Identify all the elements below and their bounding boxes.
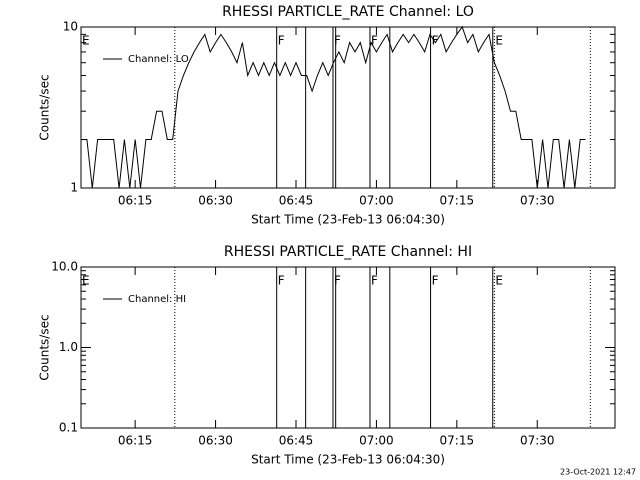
y-axis-label: Counts/sec	[38, 74, 52, 140]
x-tick-label: 07:30	[520, 434, 555, 448]
x-tick-label: 07:30	[520, 194, 555, 208]
y-tick-label: 1.0	[59, 340, 78, 354]
x-tick-label: 06:15	[118, 194, 153, 208]
x-tick-label: 07:15	[440, 194, 475, 208]
event-label: E	[82, 274, 90, 288]
event-label: F	[278, 34, 285, 48]
y-tick-label: 10.0	[51, 260, 78, 274]
x-tick-label: 07:15	[440, 434, 475, 448]
y-tick-label: 0.1	[59, 421, 78, 435]
event-label: F	[371, 274, 378, 288]
data-line	[81, 25, 586, 189]
x-tick-label: 06:45	[279, 194, 314, 208]
y-axis-label: Counts/sec	[38, 314, 52, 380]
event-label: F	[334, 274, 341, 288]
plot-frame	[80, 26, 616, 189]
chart-title: RHESSI PARTICLE_RATE Channel: HI	[224, 244, 472, 260]
x-axis-label: Start Time (23-Feb-13 06:04:30)	[251, 213, 445, 227]
legend-label: Channel: HI	[128, 294, 186, 305]
event-label: F	[334, 34, 341, 48]
x-tick-label: 07:00	[359, 434, 394, 448]
legend-label: Channel: LO	[128, 54, 189, 65]
event-label: E	[495, 34, 503, 48]
x-axis-label: Start Time (23-Feb-13 06:04:30)	[251, 453, 445, 467]
x-tick-label: 06:15	[118, 434, 153, 448]
x-tick-label: 06:45	[279, 434, 314, 448]
event-label: F	[432, 34, 439, 48]
y-tick-label: 1	[70, 181, 78, 195]
event-label: E	[495, 274, 503, 288]
event-label: F	[278, 274, 285, 288]
x-tick-label: 07:00	[359, 194, 394, 208]
event-label: F	[371, 34, 378, 48]
chart-title: RHESSI PARTICLE_RATE Channel: LO	[222, 4, 474, 20]
event-label: E	[82, 34, 90, 48]
footer: 23-Oct-2021 12:47	[560, 468, 636, 477]
x-tick-label: 06:30	[198, 434, 233, 448]
event-label: F	[432, 274, 439, 288]
x-tick-label: 06:30	[198, 194, 233, 208]
y-tick-label: 10	[63, 20, 78, 34]
